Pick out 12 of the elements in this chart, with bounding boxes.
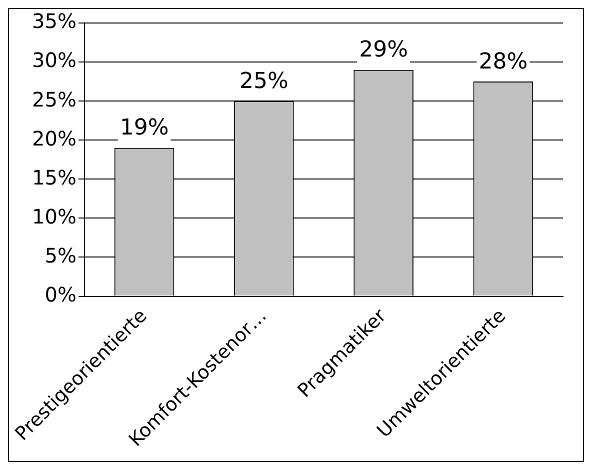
y-tick-label: 10% [32, 204, 76, 228]
data-label: 25% [239, 68, 288, 94]
y-tick-label: 30% [32, 48, 76, 72]
y-tick-label: 35% [32, 9, 76, 34]
data-label: 19% [120, 116, 169, 141]
data-label: 29% [359, 38, 408, 63]
y-tick-label: 0% [44, 282, 76, 306]
y-tick-label: 15% [32, 165, 76, 190]
y-tick-label: 25% [32, 87, 76, 112]
data-label: 28% [478, 49, 528, 74]
y-tick-label: 20% [32, 126, 76, 150]
y-tick-label: 5% [44, 243, 76, 268]
